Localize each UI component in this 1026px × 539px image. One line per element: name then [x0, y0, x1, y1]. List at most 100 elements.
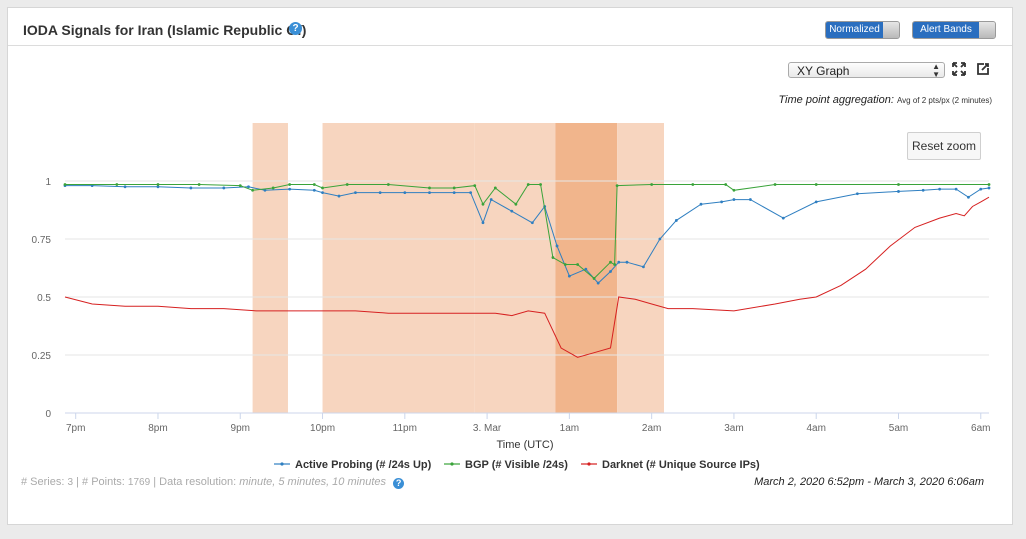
active-probing-point[interactable]	[732, 198, 736, 201]
bgp-point[interactable]	[386, 183, 390, 186]
bgp-point[interactable]	[514, 202, 518, 206]
active-probing-point[interactable]	[530, 221, 534, 225]
resolution-value: minute, 5 minutes, 10 minutes	[239, 476, 386, 488]
active-probing-point[interactable]	[987, 186, 991, 190]
active-probing-point[interactable]	[123, 185, 127, 189]
bgp-point[interactable]	[271, 186, 275, 190]
active-probing-point[interactable]	[967, 195, 970, 199]
active-probing-point[interactable]	[469, 191, 473, 195]
active-probing-point[interactable]	[263, 188, 267, 192]
x-axis: 7pm 8pm 9pm 10pm 11pm 3. Mar 1am 2am 3am 4am 5am 6a…	[65, 412, 990, 434]
active-probing-point[interactable]	[748, 198, 752, 201]
active-probing-point[interactable]	[222, 186, 226, 190]
fullscreen-icon[interactable]	[952, 62, 966, 76]
active-probing-point[interactable]	[674, 219, 678, 222]
bgp-point[interactable]	[724, 183, 728, 186]
active-probing-point[interactable]	[897, 190, 900, 193]
active-probing-point[interactable]	[555, 244, 559, 248]
active-probing-point[interactable]	[321, 191, 324, 195]
bgp-point[interactable]	[197, 183, 201, 186]
bgp-point[interactable]	[288, 183, 292, 186]
normalized-toggle[interactable]: Normalized	[825, 21, 900, 39]
bgp-point[interactable]	[576, 263, 580, 266]
active-probing-point[interactable]	[814, 200, 818, 204]
legend-item-active-probing[interactable]: Active Probing (# /24s Up)	[295, 459, 432, 471]
help-icon[interactable]: ?	[289, 22, 302, 35]
bgp-point[interactable]	[238, 184, 242, 188]
active-probing-point[interactable]	[699, 202, 703, 206]
bgp-point[interactable]	[321, 186, 324, 190]
active-probing-point[interactable]	[642, 265, 645, 269]
signals-chart[interactable]: 0 0.25 0.5 0.75 1 7pm 8pm 9pm 10pm 11pm 3. Mar 1am…	[8, 8, 1014, 473]
active-probing-point[interactable]	[378, 191, 382, 195]
bgp-point[interactable]	[473, 184, 477, 188]
active-probing-point[interactable]	[596, 281, 600, 285]
bgp-point[interactable]	[592, 277, 596, 280]
active-probing-point[interactable]	[403, 191, 407, 195]
active-probing-point[interactable]	[720, 200, 723, 204]
bgp-point[interactable]	[345, 183, 349, 186]
bgp-point[interactable]	[814, 183, 818, 186]
x-tick-label: 3. Mar	[473, 423, 502, 434]
points-label: # Points:	[82, 476, 125, 488]
export-icon[interactable]	[976, 62, 990, 76]
active-probing-point[interactable]	[617, 260, 621, 264]
graph-type-select[interactable]: XY Graph ▲ ▼	[788, 62, 945, 79]
bgp-point[interactable]	[615, 184, 619, 188]
active-probing-point[interactable]	[189, 186, 193, 190]
bgp-point[interactable]	[551, 256, 555, 259]
bgp-point[interactable]	[156, 183, 160, 186]
bgp-point[interactable]	[452, 186, 456, 190]
bgp-point[interactable]	[613, 263, 617, 266]
active-probing-point[interactable]	[510, 209, 514, 213]
active-probing-point[interactable]	[489, 198, 493, 201]
panel-header: IODA Signals for Iran (Islamic Republic …	[8, 8, 1012, 46]
bgp-point[interactable]	[987, 183, 991, 186]
bgp-point[interactable]	[115, 183, 119, 186]
active-probing-point[interactable]	[567, 274, 571, 278]
bgp-point[interactable]	[251, 188, 254, 192]
active-probing-point[interactable]	[428, 191, 431, 195]
active-probing-point[interactable]	[354, 191, 357, 195]
active-probing-point[interactable]	[954, 187, 958, 191]
legend: Active Probing (# /24s Up) BGP (# Visible…	[274, 459, 760, 471]
active-probing-point[interactable]	[156, 185, 160, 189]
active-probing-point[interactable]	[337, 194, 341, 198]
active-probing-point[interactable]	[452, 191, 456, 195]
bgp-point[interactable]	[650, 183, 654, 186]
active-probing-point[interactable]	[781, 216, 785, 220]
active-probing-point[interactable]	[938, 187, 942, 191]
active-probing-point[interactable]	[288, 187, 292, 191]
reset-zoom-button[interactable]: Reset zoom	[907, 132, 981, 160]
active-probing-point[interactable]	[312, 188, 316, 192]
darknet-series-line[interactable]	[64, 196, 990, 358]
bgp-point[interactable]	[428, 186, 431, 190]
bgp-point[interactable]	[539, 183, 542, 186]
x-tick-label: 6am	[971, 423, 990, 434]
bgp-point[interactable]	[773, 183, 777, 186]
bgp-point[interactable]	[563, 263, 567, 266]
bgp-point[interactable]	[493, 186, 497, 190]
active-probing-point[interactable]	[625, 260, 629, 264]
bgp-point[interactable]	[897, 183, 900, 186]
legend-swatch-dot	[450, 462, 454, 466]
active-probing-point[interactable]	[979, 187, 983, 191]
bgp-point[interactable]	[481, 202, 485, 206]
resolution-help-icon[interactable]: ?	[393, 478, 405, 489]
bgp-point[interactable]	[526, 183, 530, 186]
legend-item-darknet[interactable]: Darknet (# Unique Source IPs)	[602, 459, 760, 471]
active-probing-point[interactable]	[855, 192, 859, 196]
active-probing-point[interactable]	[609, 270, 612, 273]
bgp-point[interactable]	[609, 260, 612, 264]
active-probing-point[interactable]	[481, 221, 485, 225]
bgp-point[interactable]	[312, 183, 316, 186]
bgp-point[interactable]	[691, 183, 695, 186]
active-probing-point[interactable]	[658, 237, 662, 241]
bgp-point[interactable]	[732, 188, 736, 192]
bgp-point[interactable]	[63, 183, 67, 186]
legend-item-bgp[interactable]: BGP (# Visible /24s)	[465, 459, 568, 471]
active-probing-point[interactable]	[921, 188, 925, 192]
alert-bands-toggle[interactable]: Alert Bands	[912, 21, 996, 39]
active-probing-point[interactable]	[247, 185, 250, 189]
active-probing-point[interactable]	[584, 267, 588, 271]
